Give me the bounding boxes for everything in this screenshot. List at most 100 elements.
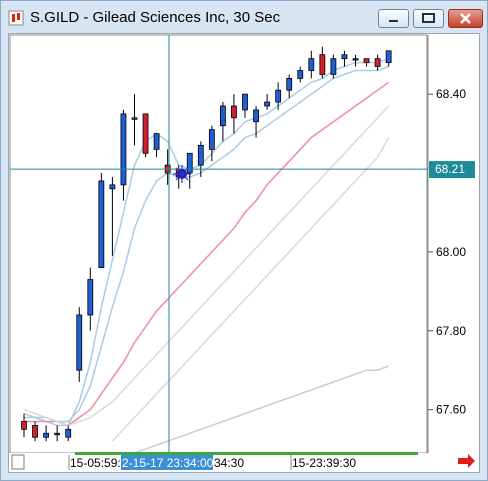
- time-label-2: 34:30: [214, 456, 244, 470]
- candle-body: [186, 152, 193, 174]
- y-tick-label: 67.60: [436, 403, 466, 417]
- time-label-3: 15-23:39:30: [292, 456, 356, 470]
- candle: [264, 94, 271, 110]
- price-axis[interactable]: [428, 35, 478, 453]
- y-tick-label: 67.80: [436, 324, 466, 338]
- candle-body: [275, 89, 282, 103]
- candle-body: [297, 70, 304, 79]
- scroll-right-arrow-icon[interactable]: [458, 454, 475, 468]
- candle: [231, 94, 237, 134]
- time-axis[interactable]: [10, 453, 427, 470]
- candle-body: [219, 105, 226, 127]
- close-icon: [460, 13, 471, 24]
- minimize-icon: [389, 20, 398, 22]
- candle-body: [131, 117, 138, 120]
- app-chart-icon: [8, 10, 24, 26]
- candle-body: [76, 314, 83, 371]
- candle: [341, 50, 348, 67]
- candle-body: [330, 58, 337, 75]
- candle-body: [231, 105, 237, 119]
- candle-body: [264, 101, 271, 107]
- candle-body: [308, 58, 315, 71]
- candle: [275, 82, 282, 110]
- candle-body: [352, 58, 359, 61]
- ma-line-6: [134, 365, 389, 454]
- candle-body: [43, 432, 49, 438]
- candle: [186, 152, 193, 189]
- ma-line-3: [24, 81, 390, 427]
- candle: [330, 54, 337, 79]
- candle: [197, 141, 204, 177]
- candle: [32, 421, 38, 442]
- candle-body: [65, 428, 72, 438]
- candle: [43, 425, 49, 442]
- crosshair-time-label: 2-15-17 23:34:00: [122, 456, 214, 470]
- candle: [208, 125, 215, 162]
- title-bar[interactable]: S.GILD - Gilead Sciences Inc, 30 Sec: [1, 1, 487, 33]
- candle-body: [32, 424, 38, 438]
- cursor-marker-icon: [173, 165, 191, 183]
- current-price-box: [429, 161, 475, 179]
- candle-body: [242, 93, 248, 111]
- candle: [253, 105, 259, 138]
- candle: [319, 46, 326, 79]
- candle: [131, 94, 138, 146]
- candle-body: [54, 432, 61, 436]
- close-button[interactable]: [448, 9, 483, 28]
- time-scroll-bar[interactable]: [75, 452, 418, 455]
- candle-body: [374, 58, 381, 67]
- candle-body: [363, 58, 370, 64]
- time-label-1: 15-05:59:: [70, 456, 121, 470]
- y-tick-label: 68.00: [436, 245, 466, 259]
- candle: [54, 425, 61, 442]
- candle: [352, 54, 359, 67]
- candle-body: [208, 129, 215, 150]
- maximize-button[interactable]: [413, 9, 444, 28]
- candle-body: [253, 109, 259, 123]
- candle: [308, 50, 315, 79]
- chart-canvas[interactable]: 68.40 68.00 67.80 67.60 68.21 15-05:59: 2-1…: [9, 34, 479, 472]
- candle: [120, 109, 127, 201]
- scroll-left-box[interactable]: [11, 454, 25, 470]
- candle-body: [385, 50, 392, 64]
- candle: [385, 50, 392, 67]
- candle: [142, 113, 149, 158]
- candle: [21, 413, 27, 438]
- candle-body: [197, 145, 204, 166]
- candle: [297, 66, 304, 83]
- candle: [109, 176, 116, 256]
- candle: [87, 267, 94, 331]
- crosshair-time-box: [121, 455, 213, 470]
- candle-body: [120, 113, 127, 186]
- ma-line-4: [23, 105, 390, 427]
- candle: [76, 307, 83, 383]
- candle-body: [21, 421, 27, 430]
- candle: [363, 58, 370, 67]
- price-ticks: 68.40 68.00 67.80 67.60: [428, 87, 466, 417]
- window-title: S.GILD - Gilead Sciences Inc, 30 Sec: [30, 9, 281, 26]
- candle: [242, 93, 248, 118]
- maximize-icon: [422, 13, 435, 23]
- candle-body: [109, 184, 116, 190]
- y-tick-label: 68.40: [436, 87, 466, 101]
- candle-body: [142, 113, 149, 154]
- candle: [286, 74, 293, 99]
- candle: [219, 102, 226, 142]
- candle-body: [341, 54, 348, 60]
- candle-body: [319, 54, 326, 75]
- current-price-label: 68.21: [435, 162, 465, 176]
- candle: [374, 54, 381, 71]
- ma-line-5: [111, 137, 390, 442]
- ma-line-1: [23, 57, 389, 427]
- candle-body: [153, 133, 160, 150]
- candle-body: [98, 180, 105, 269]
- chart-area[interactable]: 68.40 68.00 67.80 67.60 68.21 15-05:59: 2-1…: [8, 33, 480, 473]
- candles: [21, 46, 392, 442]
- candle: [98, 173, 105, 269]
- candle-body: [87, 279, 94, 316]
- candle-body: [286, 77, 293, 91]
- candle: [153, 133, 160, 158]
- minimize-button[interactable]: [378, 9, 409, 28]
- candle: [65, 425, 72, 442]
